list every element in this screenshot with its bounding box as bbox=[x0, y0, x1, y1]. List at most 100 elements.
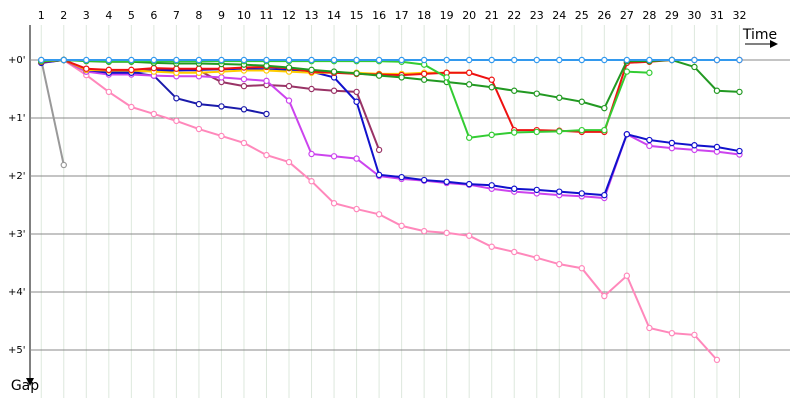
data-point bbox=[308, 178, 315, 185]
x-tick-label: 10 bbox=[237, 9, 251, 22]
data-point bbox=[195, 65, 203, 72]
x-tick-label: 23 bbox=[530, 9, 544, 22]
data-point bbox=[150, 110, 158, 118]
data-point bbox=[308, 150, 315, 158]
data-point bbox=[150, 64, 158, 72]
data-point bbox=[691, 142, 698, 149]
data-point bbox=[533, 186, 540, 194]
data-point bbox=[713, 87, 721, 94]
data-point bbox=[736, 88, 743, 96]
data-point bbox=[263, 56, 270, 64]
data-point bbox=[533, 254, 540, 261]
x-tick-label: 31 bbox=[710, 9, 724, 22]
data-point bbox=[308, 66, 315, 74]
x-tick-label: 21 bbox=[485, 9, 499, 22]
x-tick-label: 8 bbox=[195, 9, 202, 22]
data-point bbox=[330, 87, 338, 94]
data-point bbox=[105, 66, 113, 74]
data-point bbox=[601, 292, 608, 300]
x-tick-label: 30 bbox=[687, 9, 701, 22]
y-axis-label: Gap bbox=[11, 378, 39, 394]
x-tick-label: 32 bbox=[732, 9, 746, 22]
data-point bbox=[511, 248, 518, 256]
data-point bbox=[60, 161, 67, 169]
data-point bbox=[646, 56, 653, 64]
data-point bbox=[173, 65, 180, 72]
series-line bbox=[41, 58, 740, 133]
data-point bbox=[511, 87, 518, 94]
data-point bbox=[308, 56, 315, 64]
y-tick-label: +5' bbox=[8, 345, 26, 356]
data-point bbox=[465, 180, 473, 188]
data-point bbox=[353, 88, 360, 96]
data-point bbox=[691, 56, 698, 64]
x-tick-label: 7 bbox=[173, 9, 180, 22]
data-point bbox=[285, 56, 293, 64]
data-point bbox=[668, 144, 676, 152]
x-tick-label: 24 bbox=[552, 9, 566, 22]
data-point bbox=[375, 72, 383, 79]
x-tick-label: 11 bbox=[259, 9, 273, 22]
data-point bbox=[623, 68, 631, 75]
series-line bbox=[41, 58, 740, 110]
data-point bbox=[398, 222, 405, 230]
data-point bbox=[353, 56, 360, 64]
series-line bbox=[41, 58, 740, 200]
data-point bbox=[128, 56, 135, 64]
data-point bbox=[623, 131, 631, 138]
data-point bbox=[195, 125, 203, 133]
data-point bbox=[83, 56, 90, 64]
x-axis-label: Time bbox=[742, 27, 777, 43]
x-tick-label: 3 bbox=[83, 9, 90, 22]
data-point bbox=[398, 56, 405, 64]
data-point bbox=[736, 147, 743, 155]
data-point bbox=[556, 260, 563, 268]
data-point bbox=[623, 272, 631, 279]
data-point bbox=[601, 126, 608, 134]
data-point bbox=[285, 158, 293, 166]
data-point bbox=[420, 227, 428, 235]
data-point bbox=[375, 56, 383, 64]
data-point bbox=[646, 142, 653, 150]
y-tick-label: +3' bbox=[8, 229, 26, 240]
series-line bbox=[40, 59, 65, 166]
data-point bbox=[150, 56, 158, 64]
data-point bbox=[105, 56, 113, 64]
data-point bbox=[556, 56, 563, 64]
x-tick-label: 19 bbox=[440, 9, 454, 22]
data-point bbox=[240, 75, 248, 83]
data-point bbox=[375, 171, 383, 179]
data-point bbox=[240, 56, 248, 64]
data-point bbox=[556, 128, 563, 135]
data-point bbox=[443, 178, 450, 185]
data-point bbox=[83, 65, 90, 72]
data-point bbox=[420, 76, 428, 83]
data-point bbox=[691, 63, 698, 71]
x-tick-label: 13 bbox=[305, 9, 319, 22]
data-point bbox=[556, 94, 563, 101]
data-point bbox=[218, 103, 225, 110]
y-tick-label: +4' bbox=[8, 287, 26, 298]
data-point bbox=[646, 69, 653, 76]
data-point bbox=[488, 84, 495, 91]
data-point bbox=[330, 200, 338, 207]
data-point bbox=[375, 146, 383, 154]
data-point bbox=[263, 110, 270, 118]
data-point bbox=[511, 56, 518, 64]
x-tick-label: 20 bbox=[462, 9, 476, 22]
data-point bbox=[511, 129, 518, 136]
data-point bbox=[240, 139, 248, 147]
data-point bbox=[443, 229, 450, 237]
x-axis-arrow bbox=[770, 40, 778, 48]
data-point bbox=[465, 69, 473, 76]
data-point bbox=[533, 90, 540, 97]
y-tick-label: +2' bbox=[8, 171, 26, 182]
data-point bbox=[173, 95, 180, 102]
data-point bbox=[173, 56, 180, 64]
x-tick-label: 15 bbox=[350, 9, 364, 22]
x-tick-label: 29 bbox=[665, 9, 679, 22]
data-point bbox=[578, 190, 586, 197]
data-point bbox=[285, 97, 293, 104]
data-point bbox=[420, 70, 428, 78]
